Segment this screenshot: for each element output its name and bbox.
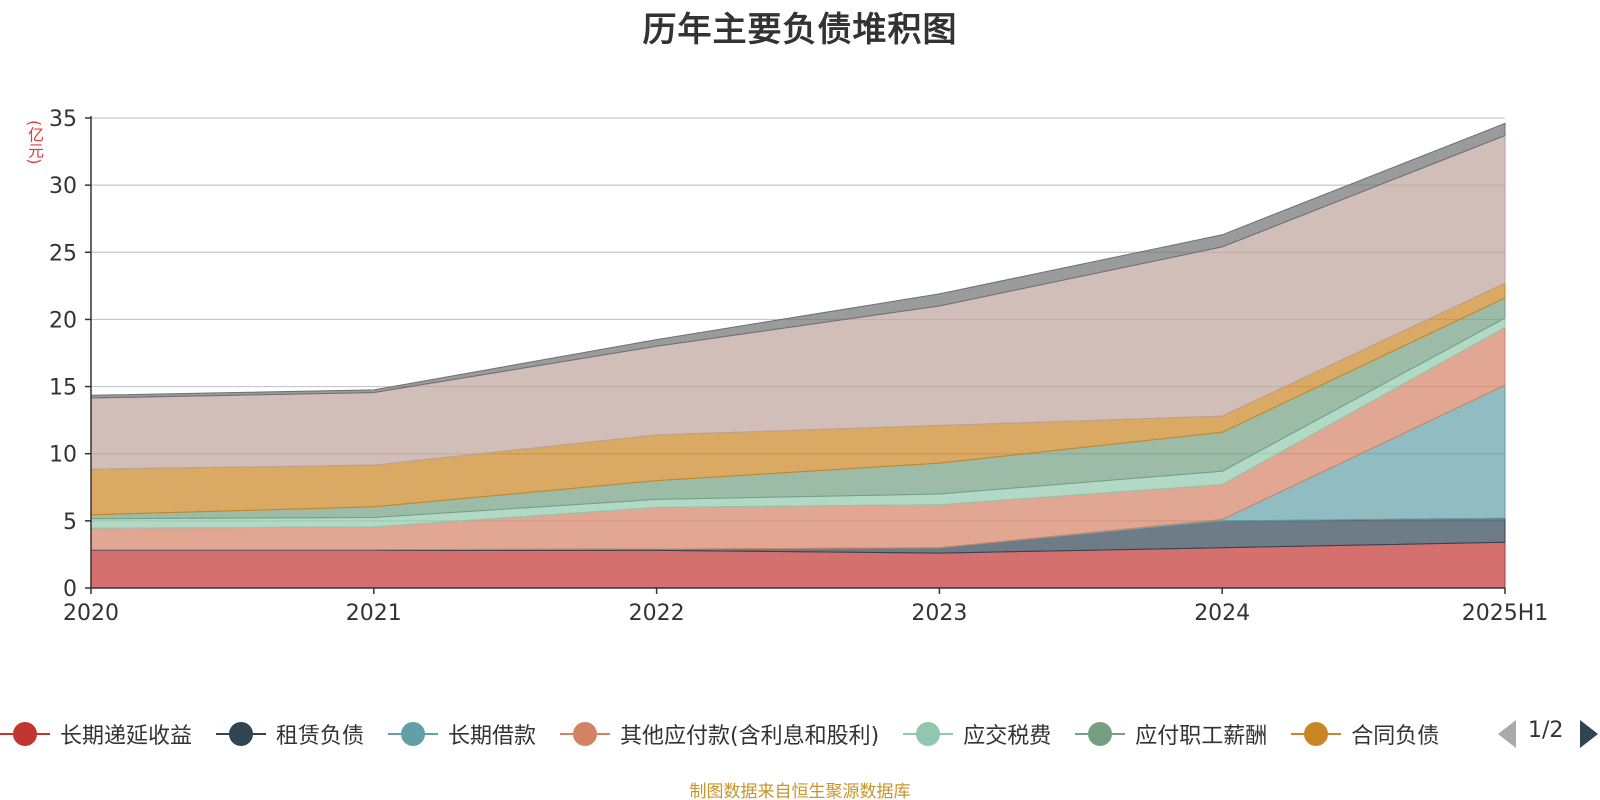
area-series-8 — [90, 122, 1506, 399]
y-tick-label: 30 — [49, 174, 77, 199]
source-note: 制图数据来自恒生聚源数据库 — [689, 782, 911, 800]
axes — [85, 116, 1506, 594]
legend-label: 租赁负债 — [276, 724, 365, 749]
y-tick-label: 25 — [49, 241, 77, 266]
legend-label: 应交税费 — [963, 724, 1052, 749]
y-tick-label: 15 — [49, 376, 77, 401]
y-tick-label: 20 — [49, 308, 77, 333]
legend-item[interactable]: 其他应付款(含利息和股利) — [560, 718, 879, 750]
legend-item[interactable]: 长期递延收益 — [0, 718, 192, 750]
legend-item[interactable]: 租赁负债 — [216, 718, 364, 750]
legend-list: 长期递延收益 租赁负债 长期借款 其他应付款(含利息和股利) 应交税费 应付职工薪酬 合同负… — [0, 708, 1463, 760]
legend-label: 合同负债 — [1351, 724, 1440, 749]
legend-item[interactable]: 长期借款 — [388, 718, 536, 750]
y-tick-label: 5 — [63, 510, 77, 535]
legend-marker-icon — [0, 720, 50, 748]
y-tick-label: 10 — [49, 443, 77, 468]
legend-next-page-icon[interactable] — [1580, 720, 1598, 748]
legend-marker-icon — [216, 720, 267, 748]
legend-marker-icon — [1291, 720, 1342, 748]
x-tick-label: 2023 — [911, 601, 967, 626]
legend-prev-page-icon[interactable] — [1498, 720, 1516, 748]
tick-labels: 0 5 10 15 20 25 30 35 2020 2021 2022 2023 2024 2025H1 — [49, 107, 1548, 626]
legend-label: 其他应付款(含利息和股利) — [620, 724, 880, 749]
legend-pager: 1/2 — [1498, 718, 1598, 750]
y-tick-label: 35 — [49, 107, 77, 132]
legend-label: 长期借款 — [448, 724, 537, 749]
legend-label: 长期递延收益 — [60, 724, 193, 749]
legend-marker-icon — [388, 720, 439, 748]
x-tick-label: 2024 — [1194, 601, 1250, 626]
chart-title: 历年主要负债堆积图 — [642, 10, 958, 50]
x-tick-label: 2025H1 — [1462, 601, 1549, 626]
x-tick-label: 2020 — [63, 601, 119, 626]
y-tick-label: 0 — [63, 577, 77, 602]
legend-label: 应付职工薪酬 — [1135, 724, 1268, 749]
legend-marker-icon — [903, 720, 954, 748]
legend-item[interactable]: 合同负债 — [1291, 718, 1439, 750]
legend-item[interactable]: 应交税费 — [903, 718, 1051, 750]
chart-canvas: 0 5 10 15 20 25 30 35 2020 2021 2022 2023 2024 2025H1 — [49, 107, 1548, 626]
y-axis-unit-label: (亿元) — [25, 120, 44, 165]
legend-viewport: 长期递延收益 租赁负债 长期借款 其他应付款(含利息和股利) 应交税费 应付职工薪酬 合同负… — [0, 708, 1478, 760]
legend-marker-icon — [560, 720, 611, 748]
x-tick-label: 2021 — [346, 601, 402, 626]
legend: 长期递延收益 租赁负债 长期借款 其他应付款(含利息和股利) 应交税费 应付职工薪酬 合同负… — [0, 708, 1600, 760]
legend-page-indicator: 1/2 — [1528, 718, 1564, 743]
x-tick-label: 2022 — [629, 601, 685, 626]
legend-item[interactable]: 应付职工薪酬 — [1075, 718, 1267, 750]
legend-marker-icon — [1075, 720, 1126, 748]
stacked-areas — [90, 122, 1506, 589]
